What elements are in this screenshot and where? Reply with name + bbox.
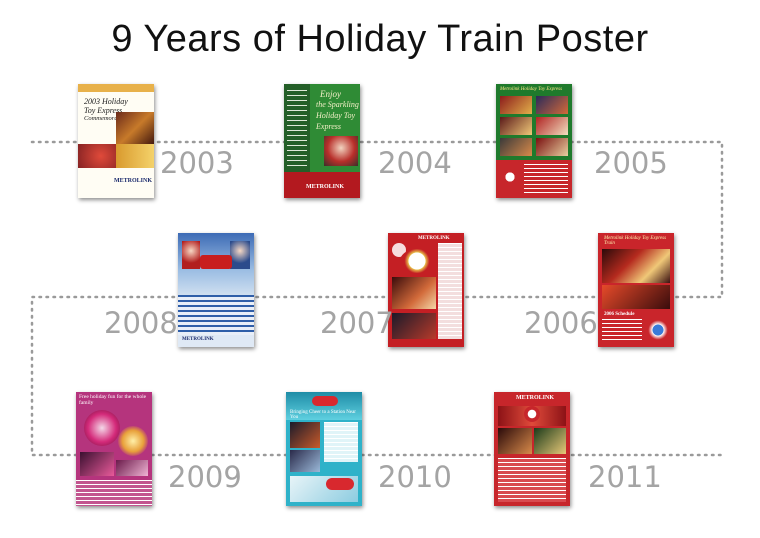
year-label-2006: 2006 [524,306,598,340]
year-label-2004: 2004 [378,146,452,180]
year-label-2003: 2003 [160,146,234,180]
poster-2004-brand: METROLINK [306,184,345,190]
poster-2008: METROLINK [178,233,254,347]
poster-2010: Bringing Cheer to a Station Near You [286,392,362,506]
year-label-2008: 2008 [104,306,178,340]
poster-2011: METROLINK [494,392,570,506]
page-title: 9 Years of Holiday Train Poster [111,18,649,60]
year-label-2009: 2009 [168,460,242,494]
poster-2003-brand: METROLINK [114,178,153,184]
poster-2005: Metrolink Holiday Toy Express [496,84,572,198]
poster-2005-line1: Metrolink Holiday Toy Express [500,87,563,92]
poster-2004-line4: Express [316,122,342,131]
year-label-2007: 2007 [320,306,394,340]
poster-2006: Metrolink Holiday Toy Express Train 2006… [598,233,674,347]
poster-2003-line1: 2003 Holiday [84,97,128,106]
poster-2004-line1: Enjoy [320,89,341,99]
year-label-2010: 2010 [378,460,452,494]
poster-2011-brand: METROLINK [516,395,555,401]
poster-2004: Enjoy the Sparkling Holiday Toy Express … [284,84,360,198]
poster-2003-line2: Toy Express [84,106,123,115]
poster-2010-line1: Bringing Cheer to a Station Near You [290,410,356,421]
poster-2006-line2: 2006 Schedule [604,312,635,317]
poster-2004-line3: Holiday Toy [316,111,356,120]
poster-2003: 2003 Holiday Toy Express Commemorative B… [78,84,154,198]
poster-2009: Free holiday fun for the whole family [76,392,152,506]
poster-2009-line1: Free holiday fun for the whole family [79,394,147,406]
poster-2003-line3: Commemorative Book [84,115,142,122]
poster-2004-line2: the Sparkling [316,100,359,109]
year-label-2011: 2011 [588,460,662,494]
poster-2007-brand: METROLINK [418,236,450,241]
poster-2008-brand: METROLINK [182,337,214,342]
poster-2006-line1: Metrolink Holiday Toy Express Train [604,236,667,247]
poster-2007: METROLINK [388,233,464,347]
year-label-2005: 2005 [594,146,668,180]
